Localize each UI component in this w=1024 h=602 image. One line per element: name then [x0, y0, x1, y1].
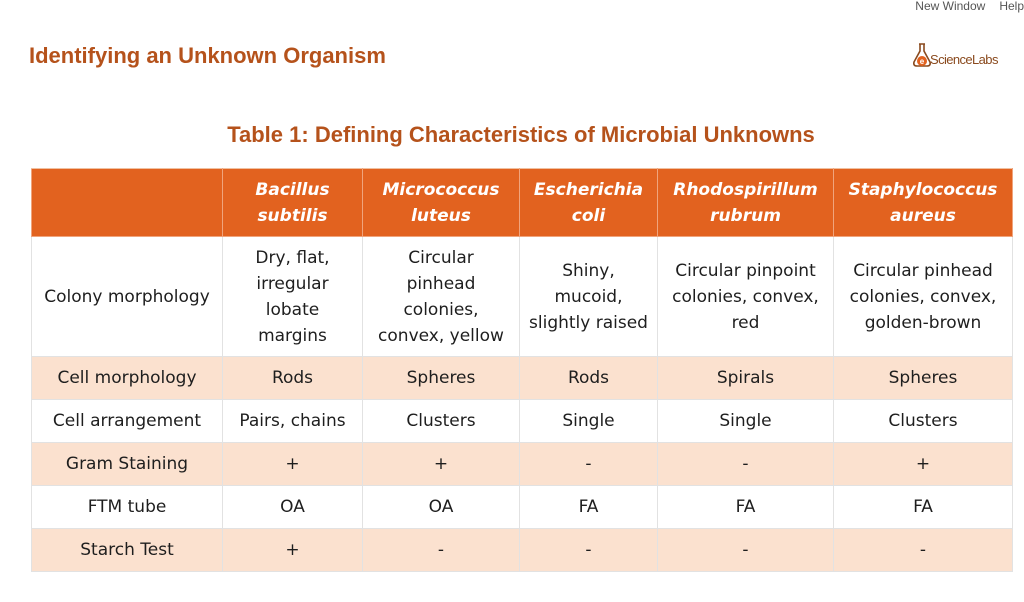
page-title: Identifying an Unknown Organism [29, 43, 386, 68]
row-label: FTM tube [31, 485, 223, 529]
row-label: Cell morphology [31, 356, 223, 400]
table-cell: Pairs, chains [222, 399, 363, 443]
table-cell: Spheres [833, 356, 1013, 400]
table-cell: FA [657, 485, 834, 529]
header-escherichia-coli: Escherichia coli [519, 168, 658, 237]
characteristics-table: Bacillus subtilis Micrococcus luteus Esche… [31, 168, 1013, 572]
table-cell: Circular pinhead colonies, convex, golden-… [833, 236, 1013, 357]
table-cell: Spheres [362, 356, 520, 400]
table-cell: Single [519, 399, 658, 443]
help-link[interactable]: Help [999, 0, 1024, 13]
table-cell: Circular pinhead colonies, convex, yellow [362, 236, 520, 357]
row-label: Cell arrangement [31, 399, 223, 443]
svg-text:e: e [920, 57, 925, 66]
table-cell: - [519, 528, 658, 572]
table-cell: + [222, 442, 363, 486]
table-row-gram-staining: Gram Staining + + - - + [31, 442, 1013, 486]
logo-text: ScienceLabs [930, 52, 998, 67]
table-row-ftm-tube: FTM tube OA OA FA FA FA [31, 485, 1013, 529]
table-cell: - [657, 442, 834, 486]
table-header-row: Bacillus subtilis Micrococcus luteus Esche… [31, 168, 1013, 237]
table-cell: OA [362, 485, 520, 529]
table-row-colony-morphology: Colony morphology Dry, flat, irregular lob… [31, 236, 1013, 357]
escience-labs-logo: e ScienceLabs [912, 40, 998, 68]
table-cell: + [222, 528, 363, 572]
table-cell: Rods [222, 356, 363, 400]
top-nav: New Window Help [915, 0, 1024, 14]
header-rhodospirillum-rubrum: Rhodospirillum rubrum [657, 168, 834, 237]
table-row-cell-morphology: Cell morphology Rods Spheres Rods Spiral… [31, 356, 1013, 400]
table-row-cell-arrangement: Cell arrangement Pairs, chains Clusters … [31, 399, 1013, 443]
table-cell: - [519, 442, 658, 486]
table-cell: - [657, 528, 834, 572]
table-cell: Spirals [657, 356, 834, 400]
table-row-starch-test: Starch Test + - - - - [31, 528, 1013, 572]
header-staphylococcus-aureus: Staphylococcus aureus [833, 168, 1013, 237]
table-cell: FA [833, 485, 1013, 529]
new-window-link[interactable]: New Window [915, 0, 986, 13]
table-title: Table 1: Defining Characteristics of Mic… [227, 122, 815, 147]
header-micrococcus-luteus: Micrococcus luteus [362, 168, 520, 237]
table-cell: Circular pinpoint colonies, convex, red [657, 236, 834, 357]
table-cell: + [362, 442, 520, 486]
table-cell: OA [222, 485, 363, 529]
row-label: Colony morphology [31, 236, 223, 357]
table-cell: + [833, 442, 1013, 486]
row-label: Starch Test [31, 528, 223, 572]
table-cell: Dry, flat, irregular lobate margins [222, 236, 363, 357]
table-cell: Clusters [362, 399, 520, 443]
table-cell: Shiny, mucoid, slightly raised [519, 236, 658, 357]
row-label: Gram Staining [31, 442, 223, 486]
table-cell: - [362, 528, 520, 572]
table-cell: - [833, 528, 1013, 572]
table-cell: Single [657, 399, 834, 443]
flask-icon: e [913, 43, 931, 67]
table-cell: Rods [519, 356, 658, 400]
table-cell: FA [519, 485, 658, 529]
header-bacillus-subtilis: Bacillus subtilis [222, 168, 363, 237]
table-cell: Clusters [833, 399, 1013, 443]
header-empty-cell [31, 168, 223, 237]
